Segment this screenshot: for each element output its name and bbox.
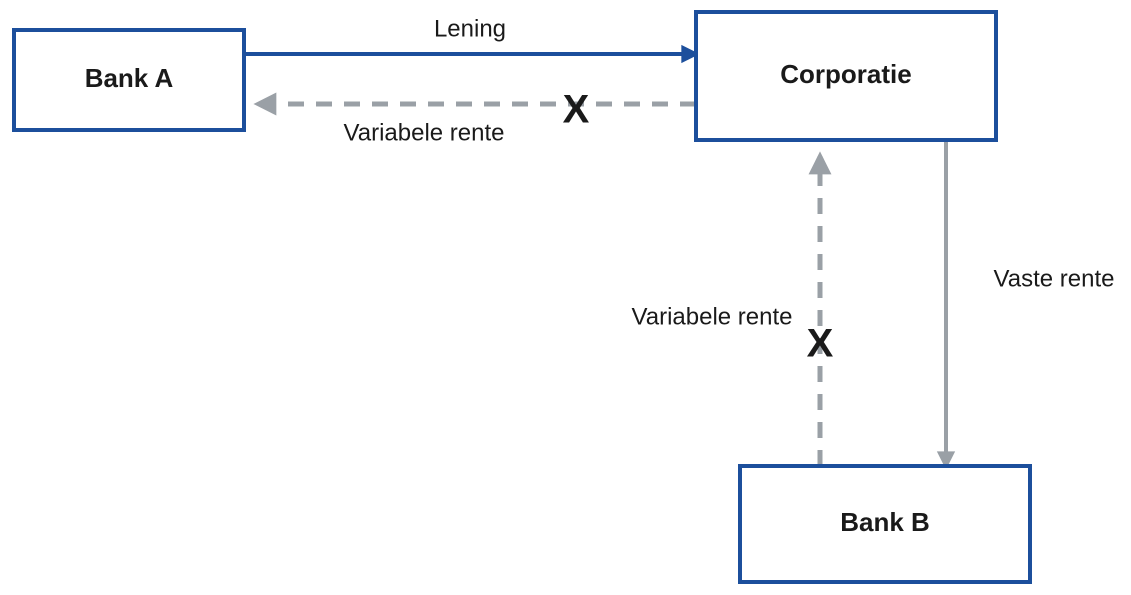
x-mark-horizontal: X	[563, 88, 590, 132]
node-bank_a: Bank A	[14, 30, 244, 130]
edge-vaste-rente-label: Vaste rente	[994, 265, 1115, 292]
node-bank_b-label: Bank B	[840, 507, 930, 537]
diagram-canvas: Lening Variabele rente X Variabele rente X Va…	[0, 0, 1131, 595]
x-mark-vertical: X	[807, 322, 834, 366]
edge-var-rente-h-label: Variabele rente	[344, 119, 505, 146]
edge-var-rente-v-label: Variabele rente	[632, 303, 793, 330]
node-bank_b: Bank B	[740, 466, 1030, 582]
node-bank_a-label: Bank A	[85, 63, 174, 93]
node-corporatie-label: Corporatie	[780, 59, 911, 89]
node-corporatie: Corporatie	[696, 12, 996, 140]
edge-lening-label: Lening	[434, 15, 506, 42]
